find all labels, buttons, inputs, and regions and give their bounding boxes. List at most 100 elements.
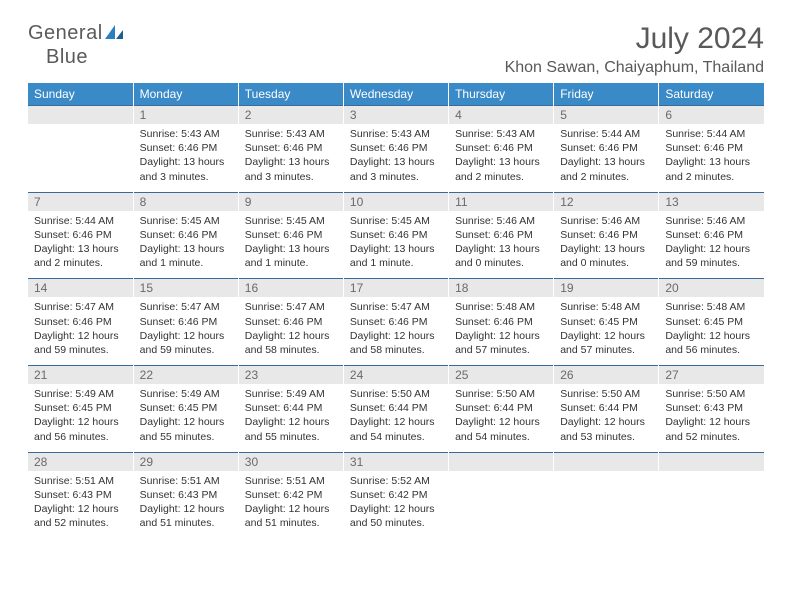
day-number: 6	[659, 106, 764, 125]
day-number: 19	[554, 279, 659, 298]
day-cell: Sunrise: 5:50 AMSunset: 6:44 PMDaylight:…	[343, 384, 448, 452]
day-number: 20	[659, 279, 764, 298]
logo: General Blue	[28, 22, 125, 69]
day-cell: Sunrise: 5:50 AMSunset: 6:44 PMDaylight:…	[449, 384, 554, 452]
day-number: 5	[554, 106, 659, 125]
day-content-row: Sunrise: 5:43 AMSunset: 6:46 PMDaylight:…	[28, 124, 764, 192]
day-cell: Sunrise: 5:50 AMSunset: 6:43 PMDaylight:…	[659, 384, 764, 452]
title-block: July 2024 Khon Sawan, Chaiyaphum, Thaila…	[505, 22, 764, 77]
day-number: 18	[449, 279, 554, 298]
day-number: 8	[133, 192, 238, 211]
day-number: 26	[554, 366, 659, 385]
day-content-row: Sunrise: 5:44 AMSunset: 6:46 PMDaylight:…	[28, 211, 764, 279]
day-cell: Sunrise: 5:44 AMSunset: 6:46 PMDaylight:…	[554, 124, 659, 192]
day-number: 15	[133, 279, 238, 298]
day-number: 22	[133, 366, 238, 385]
day-number: 27	[659, 366, 764, 385]
page-title: July 2024	[505, 22, 764, 55]
day-cell: Sunrise: 5:51 AMSunset: 6:42 PMDaylight:…	[238, 471, 343, 539]
day-cell: Sunrise: 5:47 AMSunset: 6:46 PMDaylight:…	[238, 297, 343, 365]
day-cell: Sunrise: 5:51 AMSunset: 6:43 PMDaylight:…	[28, 471, 133, 539]
day-cell: Sunrise: 5:51 AMSunset: 6:43 PMDaylight:…	[133, 471, 238, 539]
day-cell: Sunrise: 5:48 AMSunset: 6:45 PMDaylight:…	[554, 297, 659, 365]
day-header: Tuesday	[238, 83, 343, 106]
day-content-row: Sunrise: 5:51 AMSunset: 6:43 PMDaylight:…	[28, 471, 764, 539]
day-number: 25	[449, 366, 554, 385]
day-cell: Sunrise: 5:46 AMSunset: 6:46 PMDaylight:…	[449, 211, 554, 279]
day-number-row: 123456	[28, 106, 764, 125]
day-number: 14	[28, 279, 133, 298]
day-number: 24	[343, 366, 448, 385]
day-cell: Sunrise: 5:52 AMSunset: 6:42 PMDaylight:…	[343, 471, 448, 539]
calendar-table: SundayMondayTuesdayWednesdayThursdayFrid…	[28, 83, 764, 538]
logo-word-2: Blue	[46, 46, 88, 68]
day-cell: Sunrise: 5:45 AMSunset: 6:46 PMDaylight:…	[238, 211, 343, 279]
day-content-row: Sunrise: 5:49 AMSunset: 6:45 PMDaylight:…	[28, 384, 764, 452]
day-cell: Sunrise: 5:47 AMSunset: 6:46 PMDaylight:…	[28, 297, 133, 365]
day-content-row: Sunrise: 5:47 AMSunset: 6:46 PMDaylight:…	[28, 297, 764, 365]
day-number: 10	[343, 192, 448, 211]
day-cell: Sunrise: 5:49 AMSunset: 6:44 PMDaylight:…	[238, 384, 343, 452]
header-row: General Blue July 2024 Khon Sawan, Chaiy…	[28, 22, 764, 77]
day-number	[28, 106, 133, 125]
day-cell: Sunrise: 5:49 AMSunset: 6:45 PMDaylight:…	[133, 384, 238, 452]
day-header: Friday	[554, 83, 659, 106]
day-header: Monday	[133, 83, 238, 106]
day-header: Thursday	[449, 83, 554, 106]
day-number: 21	[28, 366, 133, 385]
day-cell	[449, 471, 554, 539]
day-number: 29	[133, 452, 238, 471]
day-number-row: 28293031	[28, 452, 764, 471]
day-number: 3	[343, 106, 448, 125]
day-cell: Sunrise: 5:48 AMSunset: 6:45 PMDaylight:…	[659, 297, 764, 365]
day-number-row: 14151617181920	[28, 279, 764, 298]
day-number: 7	[28, 192, 133, 211]
day-header: Saturday	[659, 83, 764, 106]
calendar-header: SundayMondayTuesdayWednesdayThursdayFrid…	[28, 83, 764, 106]
day-number: 11	[449, 192, 554, 211]
day-cell: Sunrise: 5:43 AMSunset: 6:46 PMDaylight:…	[343, 124, 448, 192]
day-cell: Sunrise: 5:50 AMSunset: 6:44 PMDaylight:…	[554, 384, 659, 452]
day-cell: Sunrise: 5:43 AMSunset: 6:46 PMDaylight:…	[133, 124, 238, 192]
day-cell: Sunrise: 5:49 AMSunset: 6:45 PMDaylight:…	[28, 384, 133, 452]
day-number: 4	[449, 106, 554, 125]
day-number: 1	[133, 106, 238, 125]
logo-sail-icon	[103, 23, 125, 46]
day-number: 16	[238, 279, 343, 298]
day-number: 9	[238, 192, 343, 211]
day-number: 31	[343, 452, 448, 471]
day-cell	[554, 471, 659, 539]
day-cell	[28, 124, 133, 192]
day-cell: Sunrise: 5:44 AMSunset: 6:46 PMDaylight:…	[28, 211, 133, 279]
day-number: 2	[238, 106, 343, 125]
day-cell: Sunrise: 5:48 AMSunset: 6:46 PMDaylight:…	[449, 297, 554, 365]
calendar-page: General Blue July 2024 Khon Sawan, Chaiy…	[0, 0, 792, 560]
day-cell: Sunrise: 5:45 AMSunset: 6:46 PMDaylight:…	[343, 211, 448, 279]
day-cell: Sunrise: 5:43 AMSunset: 6:46 PMDaylight:…	[238, 124, 343, 192]
location-text: Khon Sawan, Chaiyaphum, Thailand	[505, 59, 764, 77]
logo-word-1: General	[28, 22, 103, 44]
day-number: 23	[238, 366, 343, 385]
day-cell: Sunrise: 5:47 AMSunset: 6:46 PMDaylight:…	[343, 297, 448, 365]
day-number	[449, 452, 554, 471]
day-cell: Sunrise: 5:47 AMSunset: 6:46 PMDaylight:…	[133, 297, 238, 365]
day-number	[659, 452, 764, 471]
day-number: 30	[238, 452, 343, 471]
day-cell: Sunrise: 5:43 AMSunset: 6:46 PMDaylight:…	[449, 124, 554, 192]
day-number: 12	[554, 192, 659, 211]
day-number: 13	[659, 192, 764, 211]
day-cell: Sunrise: 5:46 AMSunset: 6:46 PMDaylight:…	[659, 211, 764, 279]
day-cell: Sunrise: 5:44 AMSunset: 6:46 PMDaylight:…	[659, 124, 764, 192]
day-number-row: 78910111213	[28, 192, 764, 211]
day-number: 28	[28, 452, 133, 471]
day-cell	[659, 471, 764, 539]
day-number	[554, 452, 659, 471]
day-number: 17	[343, 279, 448, 298]
calendar-body: 123456Sunrise: 5:43 AMSunset: 6:46 PMDay…	[28, 106, 764, 539]
day-header: Sunday	[28, 83, 133, 106]
day-number-row: 21222324252627	[28, 366, 764, 385]
day-cell: Sunrise: 5:45 AMSunset: 6:46 PMDaylight:…	[133, 211, 238, 279]
day-header: Wednesday	[343, 83, 448, 106]
logo-text-block: General Blue	[28, 22, 125, 69]
day-cell: Sunrise: 5:46 AMSunset: 6:46 PMDaylight:…	[554, 211, 659, 279]
